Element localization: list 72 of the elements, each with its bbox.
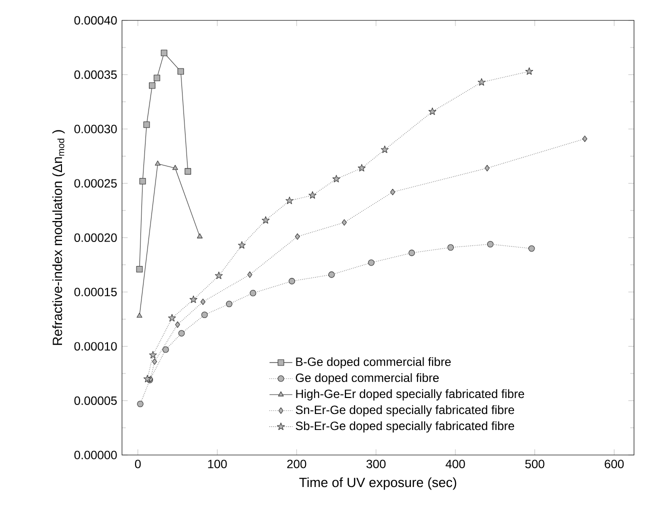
point (238, 241, 246, 249)
point (149, 350, 157, 358)
point (288, 278, 296, 284)
y-tick-label: 0.00030 (74, 124, 117, 134)
point (178, 68, 184, 75)
point (525, 67, 534, 75)
y-tick-label: 0.00035 (74, 70, 117, 79)
point (294, 233, 300, 240)
x-tick-label: 300 (366, 460, 386, 468)
point (332, 174, 340, 182)
y-tick-label: 0.00015 (74, 288, 117, 296)
point (286, 196, 294, 204)
point (148, 82, 156, 89)
legend-label: High-Ge-Er doped specially fabricated fibre (296, 389, 524, 400)
point (368, 259, 374, 266)
point (428, 108, 436, 115)
x-axis-title: Time of UV exposure (sec) (299, 477, 456, 490)
point (582, 136, 588, 142)
point (143, 121, 150, 128)
legend-label: Ge doped commercial fibre (296, 373, 439, 384)
point (484, 164, 490, 172)
point (201, 312, 208, 318)
y-tick-label: 0.00025 (74, 179, 117, 188)
x-tick-label: 100 (208, 460, 227, 468)
point (447, 244, 454, 251)
point (184, 168, 192, 175)
point (178, 330, 185, 336)
point (487, 240, 494, 248)
legend-label: Sn-Er-Ge doped specially fabricated fibre (296, 405, 514, 416)
y-tick-label: 0.00010 (74, 342, 117, 351)
point (172, 164, 178, 170)
x-tick-label: 0 (135, 460, 141, 468)
y-tick-label: 0.00000 (74, 450, 117, 460)
point (154, 160, 161, 166)
point (408, 250, 415, 256)
point (137, 400, 144, 408)
point (328, 271, 335, 278)
y-tick-label: 0.00040 (74, 16, 117, 25)
point (250, 290, 256, 296)
point (168, 314, 176, 322)
x-tick-label: 200 (287, 460, 306, 468)
point (175, 321, 180, 328)
y-tick-label: 0.00020 (74, 233, 117, 242)
point (160, 50, 168, 56)
x-tick-label: 600 (604, 460, 624, 468)
point (528, 245, 535, 252)
point (154, 74, 160, 82)
point (380, 146, 389, 153)
point (342, 219, 347, 226)
point (144, 374, 152, 382)
x-tick-label: 400 (446, 460, 465, 468)
point (262, 216, 270, 224)
y-tick-label: 0.00005 (74, 396, 117, 405)
point (200, 298, 206, 305)
point (136, 266, 143, 272)
y-axis-title: Refractive-index modulation (Δn$_{mod}$ ) (52, 130, 65, 345)
point (152, 358, 158, 365)
legend-label: Sb-Er-Ge doped specially fabricated fibre (296, 421, 514, 433)
legend-label: B-Ge doped commercial fibre (296, 357, 451, 368)
x-tick-label: 500 (525, 460, 544, 468)
point (162, 346, 169, 353)
point (358, 164, 366, 172)
point (136, 312, 142, 318)
point (196, 233, 203, 238)
point (390, 188, 396, 196)
point (214, 272, 223, 280)
point (478, 78, 486, 86)
point (226, 300, 232, 308)
point (139, 178, 146, 184)
point (247, 271, 252, 278)
point (308, 191, 316, 199)
point (190, 296, 198, 303)
